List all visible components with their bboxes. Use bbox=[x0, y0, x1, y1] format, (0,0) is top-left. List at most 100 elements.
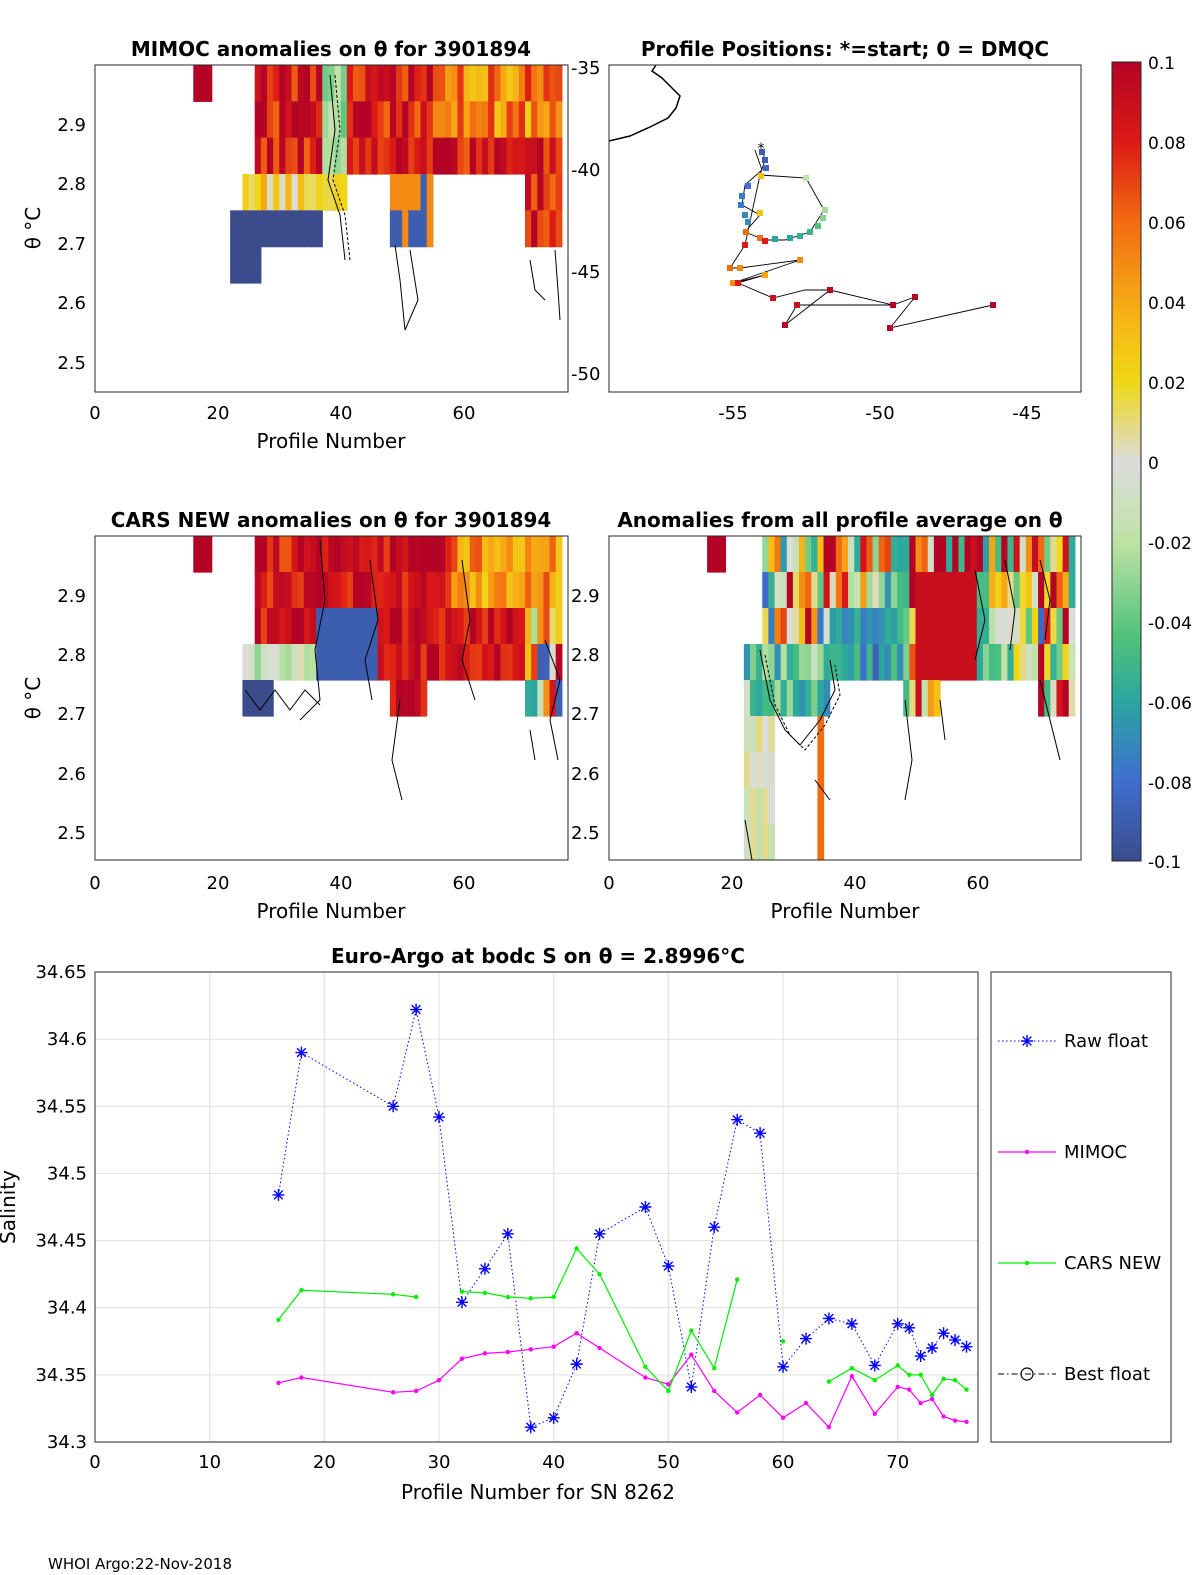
heat-cell bbox=[555, 680, 563, 717]
heat-cell bbox=[439, 644, 446, 681]
heat-cell bbox=[377, 608, 385, 645]
data-point bbox=[666, 1388, 671, 1394]
heat-cell bbox=[482, 572, 489, 609]
heat-cell bbox=[921, 608, 929, 645]
data-point bbox=[299, 1288, 304, 1293]
cb-tick: -0.02 bbox=[1148, 534, 1192, 554]
position-marker bbox=[742, 242, 748, 248]
heat-cell bbox=[267, 65, 274, 102]
position-marker bbox=[757, 210, 763, 216]
heat-cell bbox=[543, 680, 551, 717]
coastline bbox=[608, 64, 681, 142]
colorbar: 0.1 0.08 0.06 0.04 0.02 0 -0.02 -0.04 -0… bbox=[1111, 54, 1192, 873]
heat-cell bbox=[439, 536, 446, 573]
position-marker bbox=[820, 215, 826, 221]
data-point bbox=[597, 1271, 602, 1277]
data-point bbox=[593, 1227, 606, 1240]
heat-cell bbox=[780, 608, 788, 645]
heat-cell bbox=[549, 137, 557, 175]
heat-cell bbox=[933, 536, 941, 573]
heat-cell bbox=[377, 536, 385, 573]
heat-cell bbox=[205, 65, 213, 102]
heat-cell bbox=[805, 644, 812, 681]
heat-cell bbox=[297, 536, 305, 573]
heat-cell bbox=[328, 101, 336, 139]
heat-cell bbox=[543, 101, 551, 139]
heat-cell bbox=[402, 65, 409, 102]
heat-cell bbox=[494, 137, 502, 175]
heat-cell bbox=[1062, 572, 1070, 609]
heat-cell bbox=[549, 210, 557, 248]
heat-cell bbox=[555, 174, 563, 211]
heat-cell bbox=[1050, 644, 1058, 681]
legend-item: Raw float bbox=[998, 1031, 1148, 1052]
heat-cell bbox=[946, 572, 953, 609]
heat-cell bbox=[872, 536, 880, 573]
position-marker bbox=[797, 233, 803, 239]
heat-cell bbox=[1044, 680, 1051, 717]
heat-cell bbox=[463, 572, 471, 609]
heat-cell bbox=[537, 572, 545, 609]
data-point bbox=[918, 1372, 923, 1378]
heat-cell bbox=[248, 246, 256, 284]
data-point bbox=[960, 1340, 973, 1353]
heat-cell bbox=[254, 137, 262, 175]
cb-tick: -0.06 bbox=[1148, 694, 1192, 714]
heat-cell bbox=[537, 101, 545, 139]
heat-cell bbox=[482, 101, 489, 139]
heat-cell bbox=[995, 608, 1002, 645]
x-tick: 60 bbox=[453, 873, 476, 894]
heat-cell bbox=[915, 536, 923, 573]
data-point bbox=[528, 1347, 533, 1352]
salinity-title: Euro-Argo at bodc S on θ = 2.8996°C bbox=[331, 944, 745, 968]
heat-cell bbox=[340, 608, 348, 645]
heat-cell bbox=[506, 608, 514, 645]
heat-cell bbox=[543, 137, 551, 175]
heat-cell bbox=[1013, 572, 1021, 609]
heat-cell bbox=[1019, 536, 1027, 573]
data-point bbox=[666, 1382, 671, 1387]
heat-cell bbox=[841, 644, 849, 681]
heat-cell bbox=[768, 536, 776, 573]
heat-cell bbox=[365, 101, 373, 139]
heat-cell bbox=[531, 644, 538, 681]
heat-cell bbox=[475, 137, 483, 175]
heat-cell bbox=[707, 536, 714, 573]
heat-cell bbox=[799, 536, 806, 573]
heat-cell bbox=[353, 137, 360, 175]
heat-cell bbox=[1056, 608, 1064, 645]
cb-tick: -0.04 bbox=[1148, 614, 1192, 634]
average-panel: Anomalies from all profile average on θ … bbox=[571, 508, 1082, 923]
heat-cell bbox=[964, 608, 972, 645]
heat-cell bbox=[285, 210, 293, 248]
heat-cell bbox=[805, 608, 812, 645]
y-tick: 2.5 bbox=[57, 353, 86, 374]
heat-cell bbox=[377, 644, 385, 681]
heat-cell bbox=[786, 572, 794, 609]
heat-cell bbox=[254, 101, 262, 139]
heat-cell bbox=[408, 210, 416, 248]
data-point bbox=[689, 1352, 694, 1357]
heat-cell bbox=[463, 608, 471, 645]
data-point bbox=[433, 1111, 446, 1124]
heat-cell bbox=[872, 608, 880, 645]
position-marker bbox=[762, 238, 768, 244]
data-point bbox=[712, 1388, 717, 1394]
data-point bbox=[478, 1262, 491, 1275]
heat-cell bbox=[500, 572, 508, 609]
heat-cell bbox=[439, 572, 446, 609]
heat-cell bbox=[537, 536, 545, 573]
position-marker bbox=[890, 302, 896, 308]
heat-cell bbox=[414, 536, 422, 573]
heat-cell bbox=[1050, 572, 1058, 609]
heat-cell bbox=[420, 680, 428, 717]
heat-cell bbox=[890, 572, 898, 609]
heat-cell bbox=[414, 608, 422, 645]
heat-cell bbox=[1025, 536, 1033, 573]
heat-cell bbox=[512, 65, 520, 102]
heat-cell bbox=[500, 644, 508, 681]
heat-cell bbox=[768, 752, 776, 789]
heat-cell bbox=[952, 572, 959, 609]
heat-cell bbox=[402, 101, 409, 139]
heat-cell bbox=[756, 716, 763, 753]
